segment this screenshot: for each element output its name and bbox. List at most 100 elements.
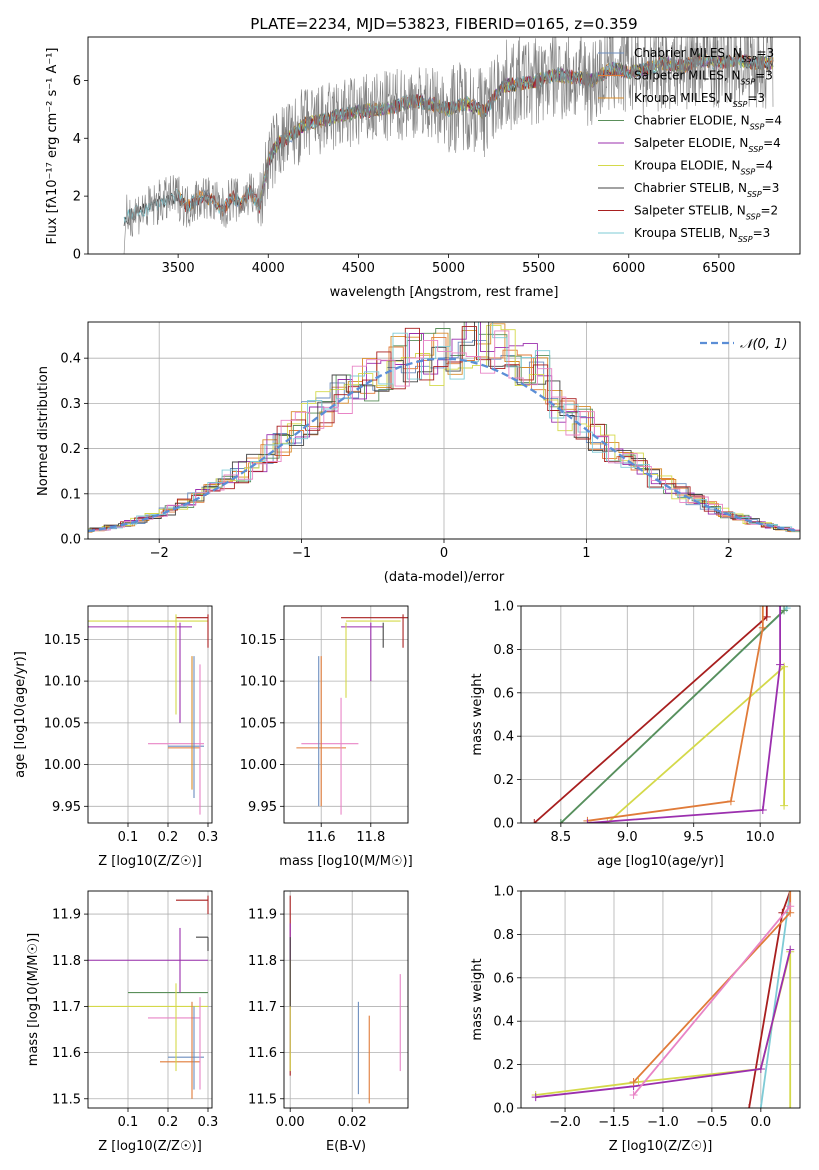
y-tick-label: 1.0 [493, 885, 514, 900]
y-tick-label: 0.4 [60, 352, 81, 367]
cumulative-weight-marker [745, 1104, 754, 1108]
y-tick-label: 2 [73, 190, 81, 205]
y-tick-label: 0.0 [493, 1102, 514, 1117]
legend-label: Salpeter MILES, NSSP=3 [634, 69, 773, 87]
x-tick-label: 8.5 [551, 830, 572, 845]
x-tick-label: 0.1 [118, 1115, 139, 1130]
cumulative-weight-line [533, 606, 768, 823]
y-axis-label: mass [log10(M/M☉)] [26, 933, 41, 1066]
axes-frame [520, 605, 801, 824]
x-tick-label: 2 [725, 546, 733, 561]
axes-frame [87, 321, 801, 540]
normal-curve [88, 357, 798, 533]
y-tick-label: 11.6 [52, 1046, 81, 1061]
y-tick-label: 11.5 [248, 1092, 277, 1107]
x-tick-label: 9.0 [617, 830, 638, 845]
x-tick-label: −2.0 [549, 1115, 581, 1130]
y-tick-label: 10.15 [240, 633, 277, 648]
x-tick-label: 3500 [162, 261, 195, 276]
x-tick-label: −1.0 [647, 1115, 679, 1130]
x-tick-label: 0.2 [158, 830, 179, 845]
cumulative-weight-marker [758, 623, 767, 632]
mass_vs_ebv-errorbars [289, 895, 401, 1104]
cumulative-weight-marker [780, 801, 789, 810]
cumulative-weight-line [606, 664, 785, 823]
x-tick-label: 0.2 [158, 1115, 179, 1130]
x-tick-label: 0.3 [198, 830, 219, 845]
cumulative-weight-marker [756, 1064, 765, 1073]
cumulative-weight-marker [780, 606, 789, 615]
x-tick-label: −0.5 [696, 1115, 728, 1130]
y-tick-label: 11.7 [52, 1000, 81, 1015]
cumulative-weight-marker [629, 1090, 638, 1099]
y-tick-label: 0.2 [493, 773, 514, 788]
cumulative-weight-marker [531, 1093, 540, 1102]
axes-frame [520, 890, 801, 1109]
x-axis-label: Z [log10(Z/Z☉)] [98, 854, 202, 869]
cumulative-weight-line [535, 949, 792, 1099]
y-tick-label: 0.2 [60, 442, 81, 457]
y-axis-label: mass weight [470, 673, 485, 755]
y-tick-label: 10.10 [240, 675, 277, 690]
spectrum-lines [123, 37, 774, 254]
legend-label: Salpeter STELIB, NSSP=2 [634, 204, 778, 222]
cumulative-weight-marker [782, 606, 791, 610]
y-tick-label: 11.9 [52, 908, 81, 923]
axes-frame [87, 36, 801, 255]
y-tick-label: 11.6 [248, 1046, 277, 1061]
x-tick-label: 4500 [342, 261, 375, 276]
y-tick-label: 0.6 [493, 686, 514, 701]
y-tick-label: 11.8 [52, 954, 81, 969]
age_vs_mass-errorbars [296, 614, 408, 815]
cumulative-weight-marker [530, 819, 539, 823]
cumulative-weight-marker [726, 797, 735, 806]
cumulative-weight-marker [786, 945, 795, 954]
y-tick-label: 4 [73, 132, 81, 147]
y-tick-label: 0.4 [493, 730, 514, 745]
x-tick-label: 0.3 [198, 1115, 219, 1130]
spectrum-legend: Chabrier MILES, NSSP=3 Salpeter MILES, NS… [598, 46, 782, 244]
x-axis-label: (data-model)/error [384, 570, 505, 585]
cumulative-weight-marker [762, 612, 771, 621]
y-tick-label: 0.0 [60, 533, 81, 548]
x-tick-label: 5500 [522, 261, 555, 276]
legend-label: Chabrier STELIB, NSSP=3 [634, 181, 779, 199]
x-tick-label: 5000 [432, 261, 465, 276]
y-tick-label: 11.8 [248, 954, 277, 969]
y-tick-label: 10.15 [44, 633, 81, 648]
x-axis-label: mass [log10(M/M☉)] [279, 854, 412, 869]
y-axis-label: Normed distribution [36, 366, 51, 496]
cum_weight_Z-axes: −2.0 −1.5 −1.0 −0.5 0.0 0.0 0.2 0.4 0.6 0.8 1.0 [493, 885, 800, 1130]
legend-label: 𝒩(0, 1) [740, 337, 787, 352]
x-tick-label: 0 [440, 546, 448, 561]
x-tick-label: 9.5 [683, 830, 704, 845]
cumulative-weight-marker [758, 805, 767, 814]
age_vs_Z-axes: 0.1 0.2 0.3 9.95 10.00 10.05 10.10 10.15 [44, 606, 219, 845]
cumulative-weight-marker [762, 606, 771, 610]
legend-label: Kroupa STELIB, NSSP=3 [634, 226, 770, 244]
cumulative-weight-marker [776, 660, 785, 669]
axes-frame [87, 890, 213, 1109]
cumulative-weight-line [748, 891, 792, 1108]
cumulative-weight-marker [756, 1104, 765, 1108]
spectrum-axes: 3500 4000 4500 5000 5500 6000 6500 0 2 4 6 [73, 74, 736, 276]
legend-label: Chabrier MILES, NSSP=3 [634, 46, 774, 64]
mass_vs_Z-errorbars [88, 895, 209, 1099]
cumulative-weight-marker [776, 606, 785, 610]
x-tick-label: −2 [150, 546, 169, 561]
y-tick-label: 11.9 [248, 908, 277, 923]
residual-histogram [88, 322, 800, 532]
x-tick-label: 0.00 [276, 1115, 305, 1130]
x-tick-label: 0.1 [118, 830, 139, 845]
x-tick-label: 4000 [252, 261, 285, 276]
x-tick-label: 0.0 [750, 1115, 771, 1130]
y-tick-label: 0.4 [493, 1015, 514, 1030]
age_vs_Z-errorbars [88, 614, 209, 815]
axes-frame [87, 605, 213, 824]
legend-label: Chabrier ELODIE, NSSP=4 [634, 114, 782, 132]
y-tick-label: 0.8 [493, 643, 514, 658]
y-tick-label: 0.8 [493, 928, 514, 943]
legend-label: Salpeter ELODIE, NSSP=4 [634, 136, 781, 154]
y-tick-label: 0 [73, 248, 81, 263]
y-tick-label: 10.05 [240, 716, 277, 731]
